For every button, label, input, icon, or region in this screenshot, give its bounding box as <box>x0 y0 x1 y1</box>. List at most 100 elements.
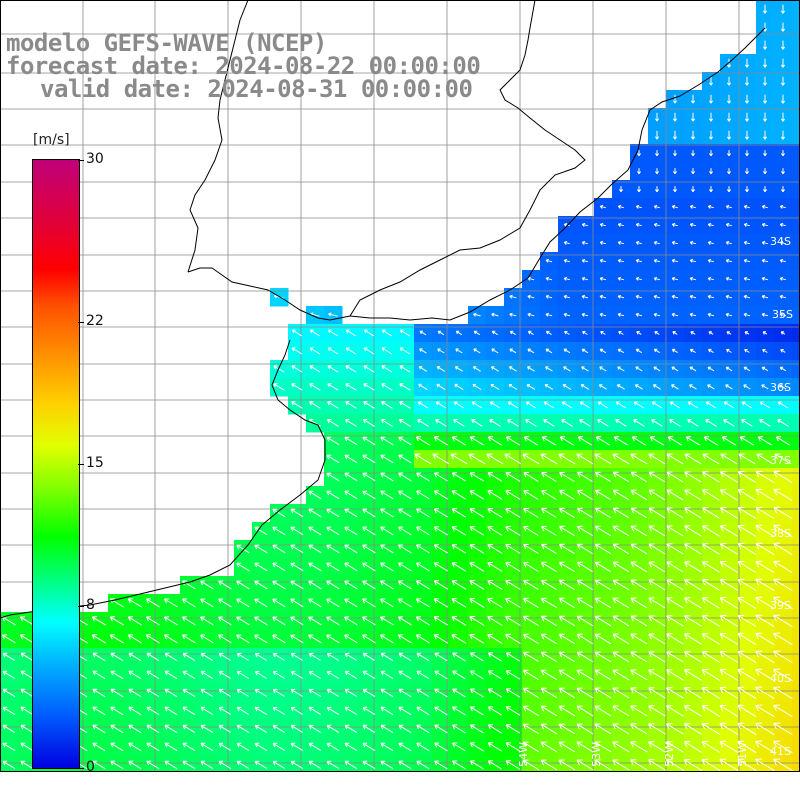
wind-arrow <box>599 312 607 317</box>
colorbar-tick-label: 0 <box>86 759 95 775</box>
wind-arrow <box>630 705 648 717</box>
wind-arrow <box>523 472 539 482</box>
wind-arrow <box>617 204 624 209</box>
wind-arrow <box>416 526 430 536</box>
wind-arrow <box>525 419 537 427</box>
wind-arrow <box>737 650 757 664</box>
wind-speed-cell <box>594 774 613 793</box>
wind-arrow <box>487 508 503 518</box>
wind-arrow <box>487 633 503 644</box>
wind-arrow <box>617 348 625 354</box>
wind-arrow <box>780 150 786 157</box>
wind-arrow <box>344 742 358 752</box>
wind-speed-cell <box>792 198 800 217</box>
wind-arrow <box>452 670 466 680</box>
wind-arrow <box>777 419 789 427</box>
wind-speed-cell <box>792 504 800 523</box>
wind-arrow <box>523 579 539 591</box>
wind-arrow <box>254 580 268 590</box>
wind-arrow <box>755 668 775 682</box>
wind-arrow <box>576 687 594 699</box>
wind-arrow <box>486 453 504 465</box>
wind-arrow <box>434 724 448 734</box>
wind-arrow <box>708 168 714 175</box>
wind-arrow <box>648 489 666 501</box>
wind-arrow <box>291 347 303 355</box>
wind-arrow <box>362 670 376 680</box>
wind-arrow <box>594 561 611 573</box>
wind-arrow <box>272 598 286 608</box>
wind-arrow <box>523 525 539 536</box>
wind-arrow <box>594 687 612 699</box>
wind-arrow <box>559 507 575 519</box>
wind-speed-cell <box>792 432 800 451</box>
wind-arrow <box>612 579 630 591</box>
wind-arrow <box>743 312 751 317</box>
wind-arrow <box>671 222 678 227</box>
wind-arrow <box>164 670 178 680</box>
wind-arrow <box>523 561 539 572</box>
wind-arrow <box>522 453 540 465</box>
wind-arrow <box>308 580 322 590</box>
wind-arrow <box>146 688 160 698</box>
wind-arrow <box>415 580 430 590</box>
wind-arrow <box>773 488 793 502</box>
wind-arrow <box>451 526 467 536</box>
wind-arrow <box>109 616 124 626</box>
wind-arrow <box>399 347 411 355</box>
wind-arrow <box>773 686 793 700</box>
wind-arrow <box>755 704 775 718</box>
wind-arrow <box>454 383 464 391</box>
wind-arrow <box>558 759 576 771</box>
wind-arrow <box>254 562 268 572</box>
wind-arrow <box>701 651 720 663</box>
wind-arrow <box>762 40 768 50</box>
wind-arrow <box>218 652 232 661</box>
wind-arrow <box>780 58 786 68</box>
wind-arrow <box>666 471 684 483</box>
wind-arrow <box>19 616 34 626</box>
wind-arrow <box>2 760 16 770</box>
wind-arrow <box>594 651 612 663</box>
wind-arrow <box>744 331 750 335</box>
wind-speed-cell <box>684 774 703 793</box>
wind-speed-cell <box>792 774 800 793</box>
wind-arrow <box>541 471 557 482</box>
wind-arrow <box>398 760 412 770</box>
wind-arrow <box>635 276 643 281</box>
wind-arrow <box>683 741 702 753</box>
wind-arrow <box>505 544 521 554</box>
wind-arrow <box>182 670 196 680</box>
wind-arrow <box>416 670 430 680</box>
wind-arrow <box>398 652 412 662</box>
wind-arrow <box>434 670 448 680</box>
wind-arrow <box>433 616 449 626</box>
wind-arrow <box>737 614 757 627</box>
wind-arrow <box>708 94 714 104</box>
wind-arrow <box>326 634 340 644</box>
wind-arrow <box>581 258 589 263</box>
wind-arrow <box>757 436 772 446</box>
wind-arrow <box>598 384 607 390</box>
wind-arrow <box>527 366 535 372</box>
wind-arrow <box>398 544 412 554</box>
wind-arrow <box>164 760 178 770</box>
colorbar-tick-label: 8 <box>86 596 95 613</box>
wind-arrow <box>779 276 787 281</box>
wind-arrow <box>164 688 178 698</box>
wind-arrow <box>723 419 735 427</box>
wind-arrow <box>398 490 412 500</box>
wind-arrow <box>707 258 715 263</box>
wind-arrow <box>236 742 250 752</box>
wind-arrow <box>630 633 648 645</box>
wind-arrow <box>326 760 340 770</box>
wind-arrow <box>737 722 757 736</box>
wind-arrow <box>399 401 411 409</box>
wind-speed-cell <box>792 234 800 253</box>
wind-arrow <box>127 616 142 626</box>
wind-speed-cell <box>720 774 739 793</box>
wind-arrow <box>648 669 666 681</box>
wind-arrow <box>127 634 142 644</box>
wind-arrow <box>541 436 556 446</box>
wind-arrow <box>545 348 553 354</box>
